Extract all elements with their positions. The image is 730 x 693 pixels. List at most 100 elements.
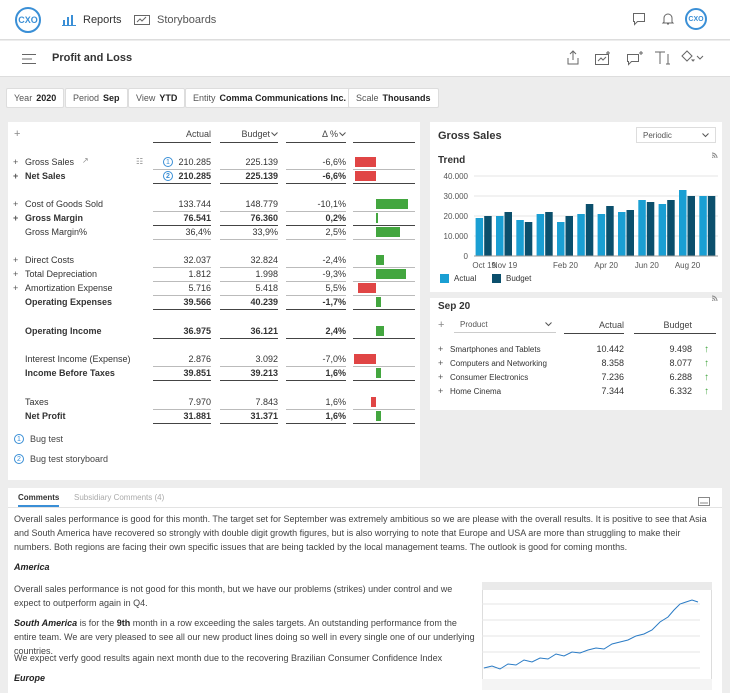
pl-row[interactable]: + Gross Sales 1 210.285 225.139 -6,6% [8,155,420,169]
bar-budget-sep-20[interactable] [707,196,716,256]
bar-budget-aug-20[interactable] [687,196,696,256]
product-row[interactable]: + Consumer Electronics 7.236 6.288 ↑ [430,370,722,384]
bar-actual-dec-19[interactable] [516,220,524,256]
bar-actual-apr-20[interactable] [597,214,606,256]
expand-row-icon[interactable]: + [13,255,19,265]
bar-actual-aug-20[interactable] [679,190,687,256]
expand-row-icon[interactable]: + [13,269,19,279]
pl-row[interactable]: + Direct Costs 32.037 32.824 -2,4% [8,253,420,267]
expand-row-icon[interactable]: + [13,283,19,293]
period-select[interactable]: Periodic [636,127,716,143]
bar-actual-mar-20[interactable] [577,214,585,256]
expand-row-icon[interactable]: + [13,213,19,223]
bar-actual-nov-19[interactable] [496,216,504,256]
bar-budget-nov-19[interactable] [504,212,513,256]
expand-row-icon[interactable]: + [438,386,444,396]
footnote-1[interactable]: 1 Bug test [14,434,63,444]
add-chart-icon[interactable] [594,50,612,66]
bar-budget-feb-20[interactable] [565,216,574,256]
bar-actual-jan-20[interactable] [536,214,545,256]
tab-storyboards-label: Storyboards [157,14,217,26]
menu-icon[interactable] [22,54,36,64]
bar-budget-oct-19[interactable] [484,216,492,256]
pl-row[interactable]: Operating Expenses 39.566 40.239 -1,7% [8,295,420,309]
tab-subsidiary-comments[interactable]: Subsidiary Comments (4) [74,493,165,502]
share-icon[interactable] [566,50,580,66]
product-row[interactable]: + Home Cinema 7.344 6.332 ↑ [430,384,722,398]
bar-budget-mar-20[interactable] [585,204,594,256]
pl-cell-delta: 2,5% [325,227,346,237]
keyboard-icon[interactable] [698,497,710,506]
paint-bucket-icon[interactable] [680,50,704,66]
col-budget-header[interactable]: Budget [241,129,270,139]
filter-period[interactable]: Period Sep [65,88,128,108]
expand-row-icon[interactable]: + [438,344,444,354]
rss-icon[interactable]: ☷ [136,157,144,166]
pl-row[interactable]: + Gross Margin 76.541 76.360 0,2% [8,211,420,225]
text-format-icon[interactable] [654,50,672,66]
expand-all-icon[interactable]: + [14,128,21,140]
footnote-badge[interactable]: 1 [163,157,173,167]
bar-actual-jun-20[interactable] [638,200,646,256]
pl-row[interactable]: + Net Sales 2 210.285 225.139 -6,6% [8,169,420,183]
tab-storyboards[interactable]: Storyboards [134,12,216,28]
col-actual-header[interactable]: Actual [185,129,211,139]
product-row[interactable]: + Computers and Networking 8.358 8.077 ↑ [430,356,722,370]
filter-view-label: View [136,93,156,103]
product-select[interactable]: Product [454,317,556,333]
legend-budget[interactable]: Budget [492,274,531,283]
external-link-icon[interactable]: ↗ [82,156,89,165]
pl-row[interactable]: + Amortization Expense 5.716 5.418 5,5% [8,281,420,295]
expand-row-icon[interactable]: + [13,199,19,209]
pl-cell-delta: -7,0% [322,354,346,364]
chevron-down-icon[interactable] [339,132,346,137]
chevron-down-icon[interactable] [271,132,278,137]
tab-reports[interactable]: Reports [62,12,122,28]
rss-icon[interactable] [712,295,718,301]
pl-row[interactable]: Gross Margin% 36,4% 33,9% 2,5% [8,225,420,239]
pl-row[interactable]: Income Before Taxes 39.851 39.213 1,6% [8,366,420,380]
bar-budget-jun-20[interactable] [646,202,655,256]
bar-budget-jul-20[interactable] [667,200,675,256]
footnote-2[interactable]: 2 Bug test storyboard [14,454,108,464]
pl-cell-budget: 33,9% [252,227,278,237]
rss-icon[interactable] [712,152,718,158]
comment-icon[interactable] [632,12,646,26]
pl-row[interactable]: Operating Income 36.975 36.121 2,4% [8,324,420,338]
filter-entity[interactable]: Entity Comma Communications Inc. [185,88,355,108]
variance-bar [376,255,384,265]
chevron-down-icon [545,322,552,327]
bell-icon[interactable] [661,12,675,26]
col-delta-header[interactable]: Δ % [321,129,338,139]
expand-row-icon[interactable]: + [13,171,19,181]
bar-budget-may-20[interactable] [626,210,635,256]
product-row[interactable]: + Smartphones and Tablets 10.442 9.498 ↑ [430,342,722,356]
bar-budget-jan-20[interactable] [545,212,553,256]
pl-row[interactable]: Net Profit 31.881 31.371 1,6% [8,409,420,423]
bar-actual-oct-19[interactable] [475,218,484,256]
expand-products-icon[interactable]: + [438,319,445,331]
expand-row-icon[interactable]: + [438,358,444,368]
expand-row-icon[interactable]: + [13,157,19,167]
bar-actual-may-20[interactable] [618,212,626,256]
legend-actual[interactable]: Actual [440,274,476,283]
pl-row[interactable]: + Total Depreciation 1.812 1.998 -9,3% [8,267,420,281]
bar-budget-dec-19[interactable] [524,222,533,256]
filter-scale[interactable]: Scale Thousands [348,88,439,108]
expand-row-icon[interactable]: + [438,372,444,382]
bar-actual-sep-20[interactable] [699,196,707,256]
pl-row[interactable]: Taxes 7.970 7.843 1,6% [8,395,420,409]
filter-year[interactable]: Year 2020 [6,88,65,108]
add-comment-icon[interactable] [626,50,644,66]
footnote-badge[interactable]: 2 [163,171,173,181]
filter-scale-value: Thousands [382,93,431,103]
bar-budget-apr-20[interactable] [606,206,614,256]
bar-actual-jul-20[interactable] [658,204,667,256]
tab-comments[interactable]: Comments [18,493,60,507]
filter-view[interactable]: View YTD [128,88,186,108]
pl-row[interactable]: Interest Income (Expense) 2.876 3.092 -7,0% [8,352,420,366]
app-logo[interactable]: CXO [15,7,41,33]
avatar[interactable]: CXO [685,8,707,30]
pl-row[interactable]: + Cost of Goods Sold 133.744 148.779 -10,1% [8,197,420,211]
bar-actual-feb-20[interactable] [557,222,565,256]
